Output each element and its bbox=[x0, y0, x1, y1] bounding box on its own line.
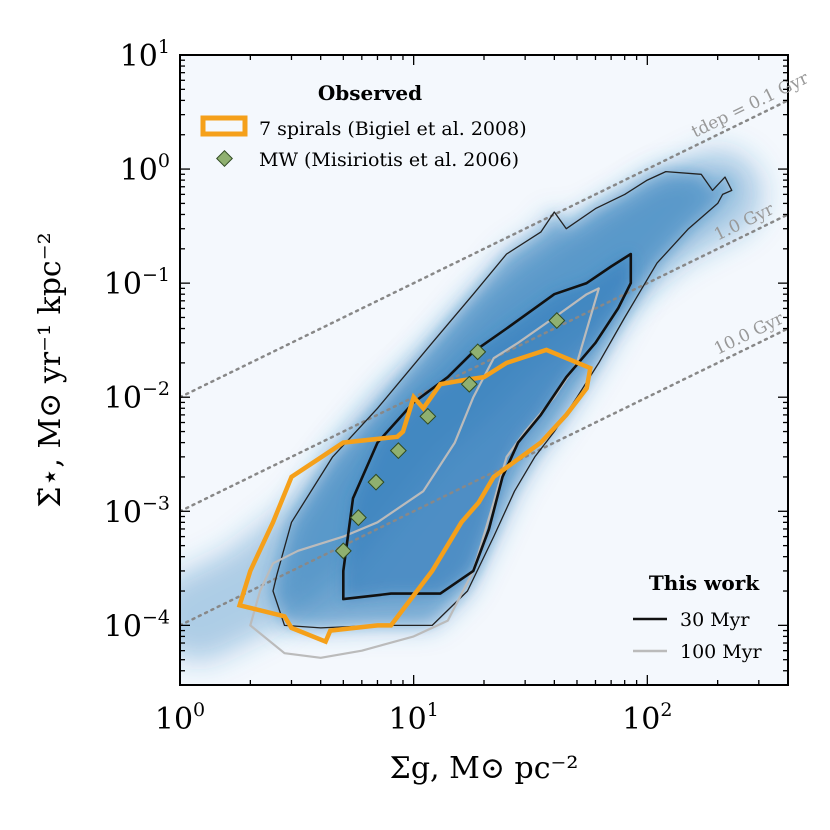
x-tick-label-0: 100 bbox=[155, 699, 205, 737]
contour-bigiel-2008 bbox=[236, 347, 593, 645]
mw-point-0 bbox=[334, 542, 352, 560]
contour-layer bbox=[236, 170, 733, 659]
mw-point-7 bbox=[548, 312, 566, 330]
density-core bbox=[343, 254, 631, 600]
mw-point-6 bbox=[469, 343, 487, 361]
y-axis-label: Σ̇⋆, M⊙ yr⁻¹ kpc⁻² bbox=[33, 232, 68, 507]
y-tick-label-2: 10−2 bbox=[104, 378, 170, 416]
legend-bigiel-swatch bbox=[200, 115, 248, 137]
mw-point-1 bbox=[349, 509, 367, 527]
depletion-line-0 bbox=[180, 99, 788, 399]
x-tick-label-2: 102 bbox=[622, 699, 672, 737]
density-heatmap bbox=[180, 149, 763, 662]
legend-bigiel-label: 7 spirals (Bigiel et al. 2008) bbox=[259, 118, 527, 140]
depletion-time-lines bbox=[180, 99, 788, 627]
legend-this-work: This work 30 Myr 100 Myr bbox=[633, 571, 762, 663]
legend-observed-title: Observed bbox=[318, 81, 422, 105]
y-tick-label-0: 10−4 bbox=[104, 606, 170, 644]
depletion-line-2 bbox=[180, 327, 788, 627]
legend-mw-label: MW (Misiriotis et al. 2006) bbox=[259, 149, 519, 171]
legend-mw-marker bbox=[216, 150, 233, 167]
legend-observed: Observed 7 spirals (Bigiel et al. 2008) … bbox=[200, 81, 527, 171]
mw-point-4 bbox=[419, 407, 437, 425]
legend-this-work-title: This work bbox=[649, 571, 760, 595]
mw-markers bbox=[334, 312, 566, 560]
y-tick-label-4: 100 bbox=[120, 150, 170, 188]
contour-30myr-outer bbox=[272, 170, 733, 629]
x-tick-label-1: 101 bbox=[389, 699, 439, 737]
depletion-line-1 bbox=[180, 213, 788, 513]
legend-100myr-label: 100 Myr bbox=[680, 641, 762, 663]
mw-point-5 bbox=[460, 375, 478, 393]
legend-30myr-label: 30 Myr bbox=[680, 609, 750, 631]
y-tick-label-3: 10−1 bbox=[104, 264, 170, 302]
mw-point-3 bbox=[389, 442, 407, 460]
y-tick-label-5: 101 bbox=[120, 36, 170, 74]
mw-point-2 bbox=[367, 473, 385, 491]
y-tick-label-1: 10−3 bbox=[104, 492, 170, 530]
x-axis-label: Σg, M⊙ pc⁻² bbox=[390, 751, 579, 786]
